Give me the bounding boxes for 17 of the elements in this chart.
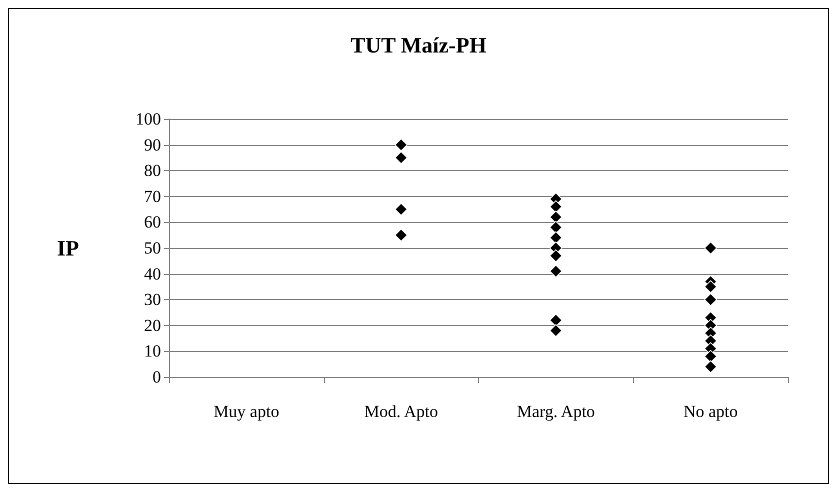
x-tick-label: Mod. Apto [364,402,438,421]
x-tick-label: Marg. Apto [516,402,595,421]
y-tick-label: 90 [144,135,161,154]
y-tick-label: 0 [152,368,161,386]
y-tick-label: 70 [144,186,161,206]
y-tick-label: 40 [144,264,161,284]
y-tick-label: 20 [144,316,161,335]
y-tick-label: 100 [136,110,161,128]
chart-title: TUT Maíz-PH [350,32,486,58]
y-tick-label: 80 [144,161,161,180]
x-tick-label: No apto [683,402,738,421]
y-tick-label: 10 [144,342,161,361]
y-tick-label: 30 [144,290,161,310]
x-tick-label: Muy apto [214,402,280,421]
y-tick-label: 50 [144,238,161,258]
y-tick-label: 60 [144,212,161,232]
y-axis-title: IP [57,236,79,260]
